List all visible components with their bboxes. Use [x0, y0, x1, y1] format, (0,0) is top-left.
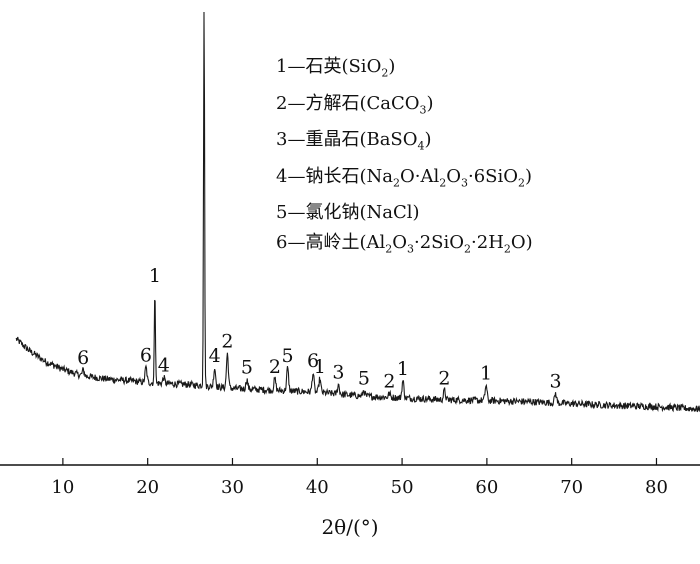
- legend-formula: (CaCO3): [359, 92, 434, 117]
- legend-entry-6: 6—高岭土(Al2O3·2SiO2·2H2O): [276, 228, 533, 265]
- legend: 1—石英(SiO2) 2—方解石(CaCO3) 3—重晶石(BaSO4) 4—钠长石(…: [276, 52, 533, 265]
- legend-number: 2: [276, 92, 288, 114]
- peak-label: 6: [307, 350, 319, 372]
- legend-formula: (SiO2): [341, 56, 396, 80]
- legend-mineral-name: 方解石: [305, 92, 360, 114]
- legend-entry-4: 4—钠长石(Na2O·Al2O3·6SiO2): [276, 162, 533, 199]
- peak-label: 1: [480, 362, 492, 384]
- peak-label: 6: [77, 347, 89, 369]
- legend-formula: (Na2O·Al2O3·6SiO2): [359, 165, 533, 190]
- legend-number: 6: [276, 232, 288, 254]
- legend-number: 3: [276, 129, 288, 151]
- x-tick-label: 60: [475, 477, 498, 498]
- x-tick-label: 50: [391, 477, 414, 498]
- peak-label: 2: [221, 331, 233, 353]
- peak-label: 1: [397, 358, 409, 380]
- x-tick-label: 80: [645, 477, 668, 498]
- x-tick-label: 40: [306, 477, 329, 498]
- peak-label: 5: [241, 357, 253, 379]
- x-tick-label: 70: [560, 477, 583, 498]
- legend-entry-2: 2—方解石(CaCO3): [276, 89, 533, 126]
- legend-mineral-name: 重晶石: [305, 129, 360, 151]
- legend-dash: —: [287, 232, 306, 254]
- x-tick-label: 30: [221, 477, 244, 498]
- peak-label: 4: [158, 355, 170, 377]
- plot-area: [15, 11, 700, 413]
- peak-label: 4: [209, 345, 221, 367]
- legend-dash: —: [287, 165, 306, 187]
- peak-label: 2: [438, 367, 450, 389]
- legend-formula: (Al2O3·2SiO2·2H2O): [359, 232, 533, 256]
- legend-dash: —: [287, 129, 306, 151]
- legend-dash: —: [287, 92, 306, 114]
- legend-entry-1: 1—石英(SiO2): [276, 52, 533, 89]
- peak-label: 5: [282, 345, 294, 367]
- peak-label: 1: [314, 356, 326, 378]
- legend-formula: (BaSO4): [359, 129, 432, 153]
- legend-number: 5: [276, 202, 288, 224]
- legend-mineral-name: 钠长石: [305, 165, 360, 187]
- legend-mineral-name: 氯化钠: [305, 202, 360, 224]
- peak-label: 1: [198, 0, 210, 5]
- peak-label: 2: [383, 371, 395, 393]
- peak-label: 3: [550, 370, 562, 392]
- peak-label: 6: [140, 344, 152, 366]
- legend-mineral-name: 高岭土: [305, 232, 360, 254]
- axes: 10 20 30 40 50 60 70 80: [0, 458, 700, 498]
- legend-dash: —: [287, 56, 306, 77]
- legend-mineral-name: 石英: [305, 56, 342, 77]
- legend-formula: (NaCl): [359, 202, 420, 224]
- peak-label: 1: [149, 265, 161, 287]
- peak-labels: 6614142525613521213: [77, 0, 561, 393]
- legend-entry-3: 3—重晶石(BaSO4): [276, 125, 533, 162]
- legend-number: 4: [276, 165, 288, 187]
- x-tick-label: 10: [51, 477, 74, 498]
- x-axis-label: 2θ/(°): [321, 515, 378, 539]
- diffraction-series-line: [15, 11, 700, 413]
- legend-number: 1: [276, 56, 288, 77]
- peak-label: 3: [332, 362, 344, 384]
- x-tick-label: 20: [136, 477, 159, 498]
- legend-dash: —: [287, 202, 306, 224]
- peak-label: 5: [358, 367, 370, 389]
- peak-label: 2: [269, 356, 281, 378]
- legend-entry-5: 5—氯化钠(NaCl): [276, 198, 533, 228]
